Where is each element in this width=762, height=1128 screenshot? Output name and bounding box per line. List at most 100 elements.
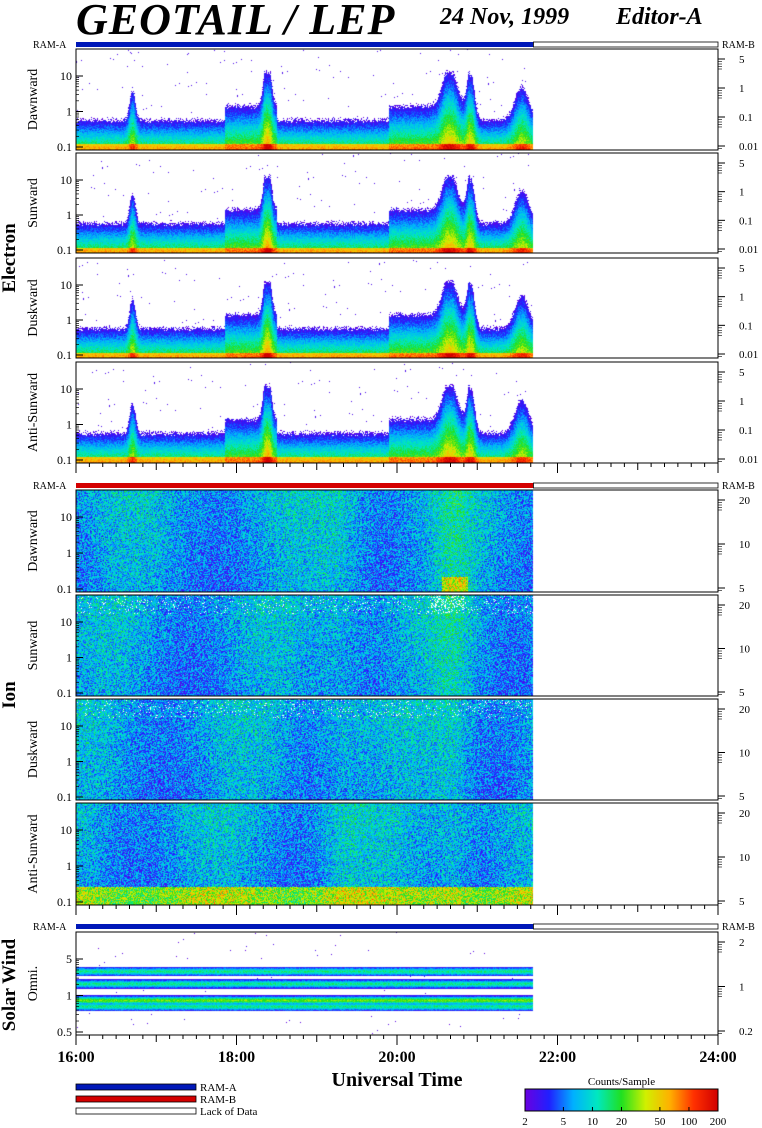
ram-b-label: RAM-B <box>722 481 755 492</box>
y-tick-label: 1 <box>66 105 72 119</box>
spectrogram-panel <box>76 490 718 592</box>
y-tick-label: 10 <box>60 823 72 837</box>
y2-tick-label: 0.1 <box>739 112 753 124</box>
ram-a-label: RAM-A <box>33 40 67 51</box>
spectrogram-panel <box>76 362 718 463</box>
colorbar-tick-label: 10 <box>587 1116 599 1128</box>
panel-label: Sunward <box>26 178 41 228</box>
panel-label: Duskward <box>26 721 41 779</box>
colorbar-tick-label: 2 <box>522 1116 528 1128</box>
colorbar-tick-label: 5 <box>561 1116 567 1128</box>
y2-tick-label: 5 <box>739 367 745 379</box>
y-tick-label: 10 <box>60 510 72 524</box>
panel-label: Sunward <box>26 621 41 671</box>
colorbar-tick-label: 50 <box>654 1116 666 1128</box>
plot-editor: Editor-A <box>616 4 703 30</box>
y2-tick-label: 5 <box>739 791 745 803</box>
y2-tick-label: 20 <box>739 495 751 507</box>
ram-status-bar <box>76 42 534 47</box>
y-tick-label: 1 <box>66 859 72 873</box>
panel-frame <box>75 489 719 593</box>
group-label: Electron <box>0 223 20 293</box>
y2-tick-label: 1 <box>739 187 745 199</box>
y-tick-label: 1 <box>66 418 72 432</box>
colorbar-tick-label: 20 <box>616 1116 628 1128</box>
y2-tick-label: 0.1 <box>739 215 753 227</box>
y-tick-label: 5 <box>66 952 72 966</box>
legend-swatch <box>75 1107 197 1115</box>
spectrogram-panel <box>76 699 718 800</box>
y-tick-label: 0.1 <box>57 140 72 154</box>
y2-tick-label: 20 <box>739 600 751 612</box>
y-tick-label: 0.1 <box>57 243 72 257</box>
y2-tick-label: 20 <box>739 704 751 716</box>
legend-swatch <box>75 1095 197 1103</box>
legend-swatch <box>75 1083 197 1091</box>
panel-label: Dawnward <box>26 510 41 571</box>
y2-tick-label: 0.01 <box>739 244 758 256</box>
panel-frame <box>75 48 719 151</box>
y2-tick-label: 5 <box>739 896 745 908</box>
y-tick-label: 0.1 <box>57 686 72 700</box>
colorbar-tick-label: 100 <box>681 1116 698 1128</box>
spectrogram-panel <box>76 932 718 1035</box>
y-tick-label: 0.1 <box>57 895 72 909</box>
y2-tick-label: 10 <box>739 644 751 656</box>
colorbar-title: Counts/Sample <box>588 1076 655 1088</box>
panel-label: Duskward <box>26 279 41 337</box>
group-label: Ion <box>0 681 20 709</box>
panel-label: Anti-Sunward <box>26 814 41 893</box>
spectrogram-panel <box>76 258 718 358</box>
y-tick-label: 0.1 <box>57 790 72 804</box>
y-tick-label: 10 <box>60 719 72 733</box>
panel-frame <box>75 257 719 359</box>
group-label: Solar Wind <box>0 938 20 1031</box>
x-tick-label: 22:00 <box>539 1049 576 1066</box>
y2-tick-label: 1 <box>739 982 745 994</box>
ram-b-label: RAM-B <box>722 40 755 51</box>
plot-date: 24 Nov, 1999 <box>440 4 570 30</box>
panel-frame <box>75 594 719 697</box>
y-tick-label: 0.5 <box>57 1025 72 1039</box>
x-axis-label: Universal Time <box>332 1069 463 1091</box>
y-tick-label: 10 <box>60 615 72 629</box>
y2-tick-label: 0.01 <box>739 141 758 153</box>
panel-frame <box>75 152 719 254</box>
panel-frame <box>75 698 719 801</box>
legend-label: RAM-A <box>200 1082 237 1094</box>
y-tick-label: 10 <box>60 173 72 187</box>
y-tick-label: 1 <box>66 651 72 665</box>
panel-label: Dawnward <box>26 69 41 130</box>
spectrogram-panel <box>76 803 718 905</box>
plot-title: GEOTAIL / LEP <box>76 0 396 44</box>
y2-tick-label: 10 <box>739 539 751 551</box>
y2-tick-label: 2 <box>739 937 745 949</box>
y2-tick-label: 0.01 <box>739 454 758 466</box>
y2-tick-label: 1 <box>739 396 745 408</box>
y-tick-label: 0.1 <box>57 348 72 362</box>
lack-of-data-bar <box>533 41 719 48</box>
x-tick-label: 20:00 <box>378 1049 415 1066</box>
y-tick-label: 10 <box>60 278 72 292</box>
x-tick-label: 16:00 <box>57 1049 94 1066</box>
y2-tick-label: 5 <box>739 583 745 595</box>
ram-b-label: RAM-B <box>722 922 755 933</box>
y-tick-label: 0.1 <box>57 453 72 467</box>
y2-tick-label: 5 <box>739 687 745 699</box>
y-tick-label: 10 <box>60 69 72 83</box>
spectrogram-panel <box>76 49 718 150</box>
legend-label: RAM-B <box>200 1094 236 1106</box>
y-tick-label: 1 <box>66 208 72 222</box>
y-tick-label: 1 <box>66 546 72 560</box>
y2-tick-label: 1 <box>739 83 745 95</box>
lack-of-data-bar <box>533 923 719 930</box>
y-tick-label: 1 <box>66 313 72 327</box>
y-tick-label: 10 <box>60 382 72 396</box>
ram-status-bar <box>76 483 534 488</box>
y2-tick-label: 0.1 <box>739 320 753 332</box>
y2-tick-label: 5 <box>739 263 745 275</box>
panel-label: Omni. <box>26 966 41 1001</box>
y2-tick-label: 10 <box>739 852 751 864</box>
y-tick-label: 1 <box>66 989 72 1003</box>
